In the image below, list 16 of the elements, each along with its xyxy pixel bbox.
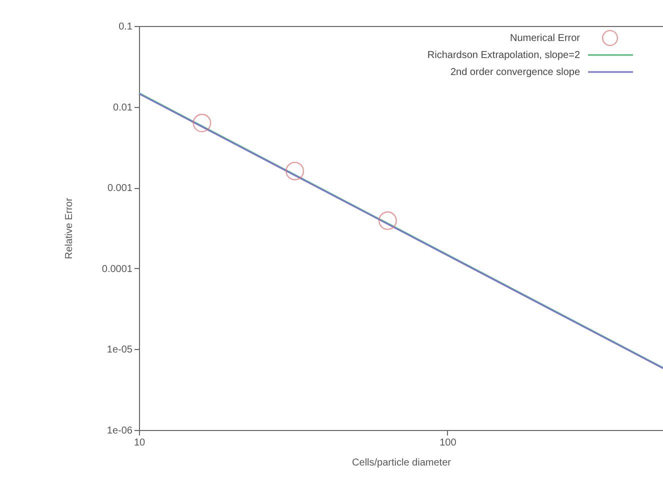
legend-label: Richardson Extrapolation, slope=2 bbox=[427, 50, 580, 61]
point bbox=[378, 211, 397, 230]
y-axis-title: Relative Error bbox=[64, 197, 75, 260]
y-tick-label: 1e-05 bbox=[106, 344, 133, 356]
y-tick-label: 0.001 bbox=[107, 183, 133, 194]
x-tick-label: 100 bbox=[440, 438, 457, 448]
y-tick-label: 0.1 bbox=[118, 22, 133, 32]
y-tick-label: 1e-06 bbox=[106, 426, 133, 436]
legend-label: 2nd order convergence slope bbox=[450, 67, 580, 78]
y-tick-label: 0.0001 bbox=[102, 264, 133, 275]
y-tick-label: 0.01 bbox=[113, 102, 133, 114]
legend-label: Numerical Error bbox=[510, 33, 581, 44]
point bbox=[286, 162, 304, 180]
x-axis-title: Cells/particle diameter bbox=[352, 458, 452, 468]
x-tick-label: 10 bbox=[134, 438, 146, 448]
point bbox=[192, 114, 212, 132]
